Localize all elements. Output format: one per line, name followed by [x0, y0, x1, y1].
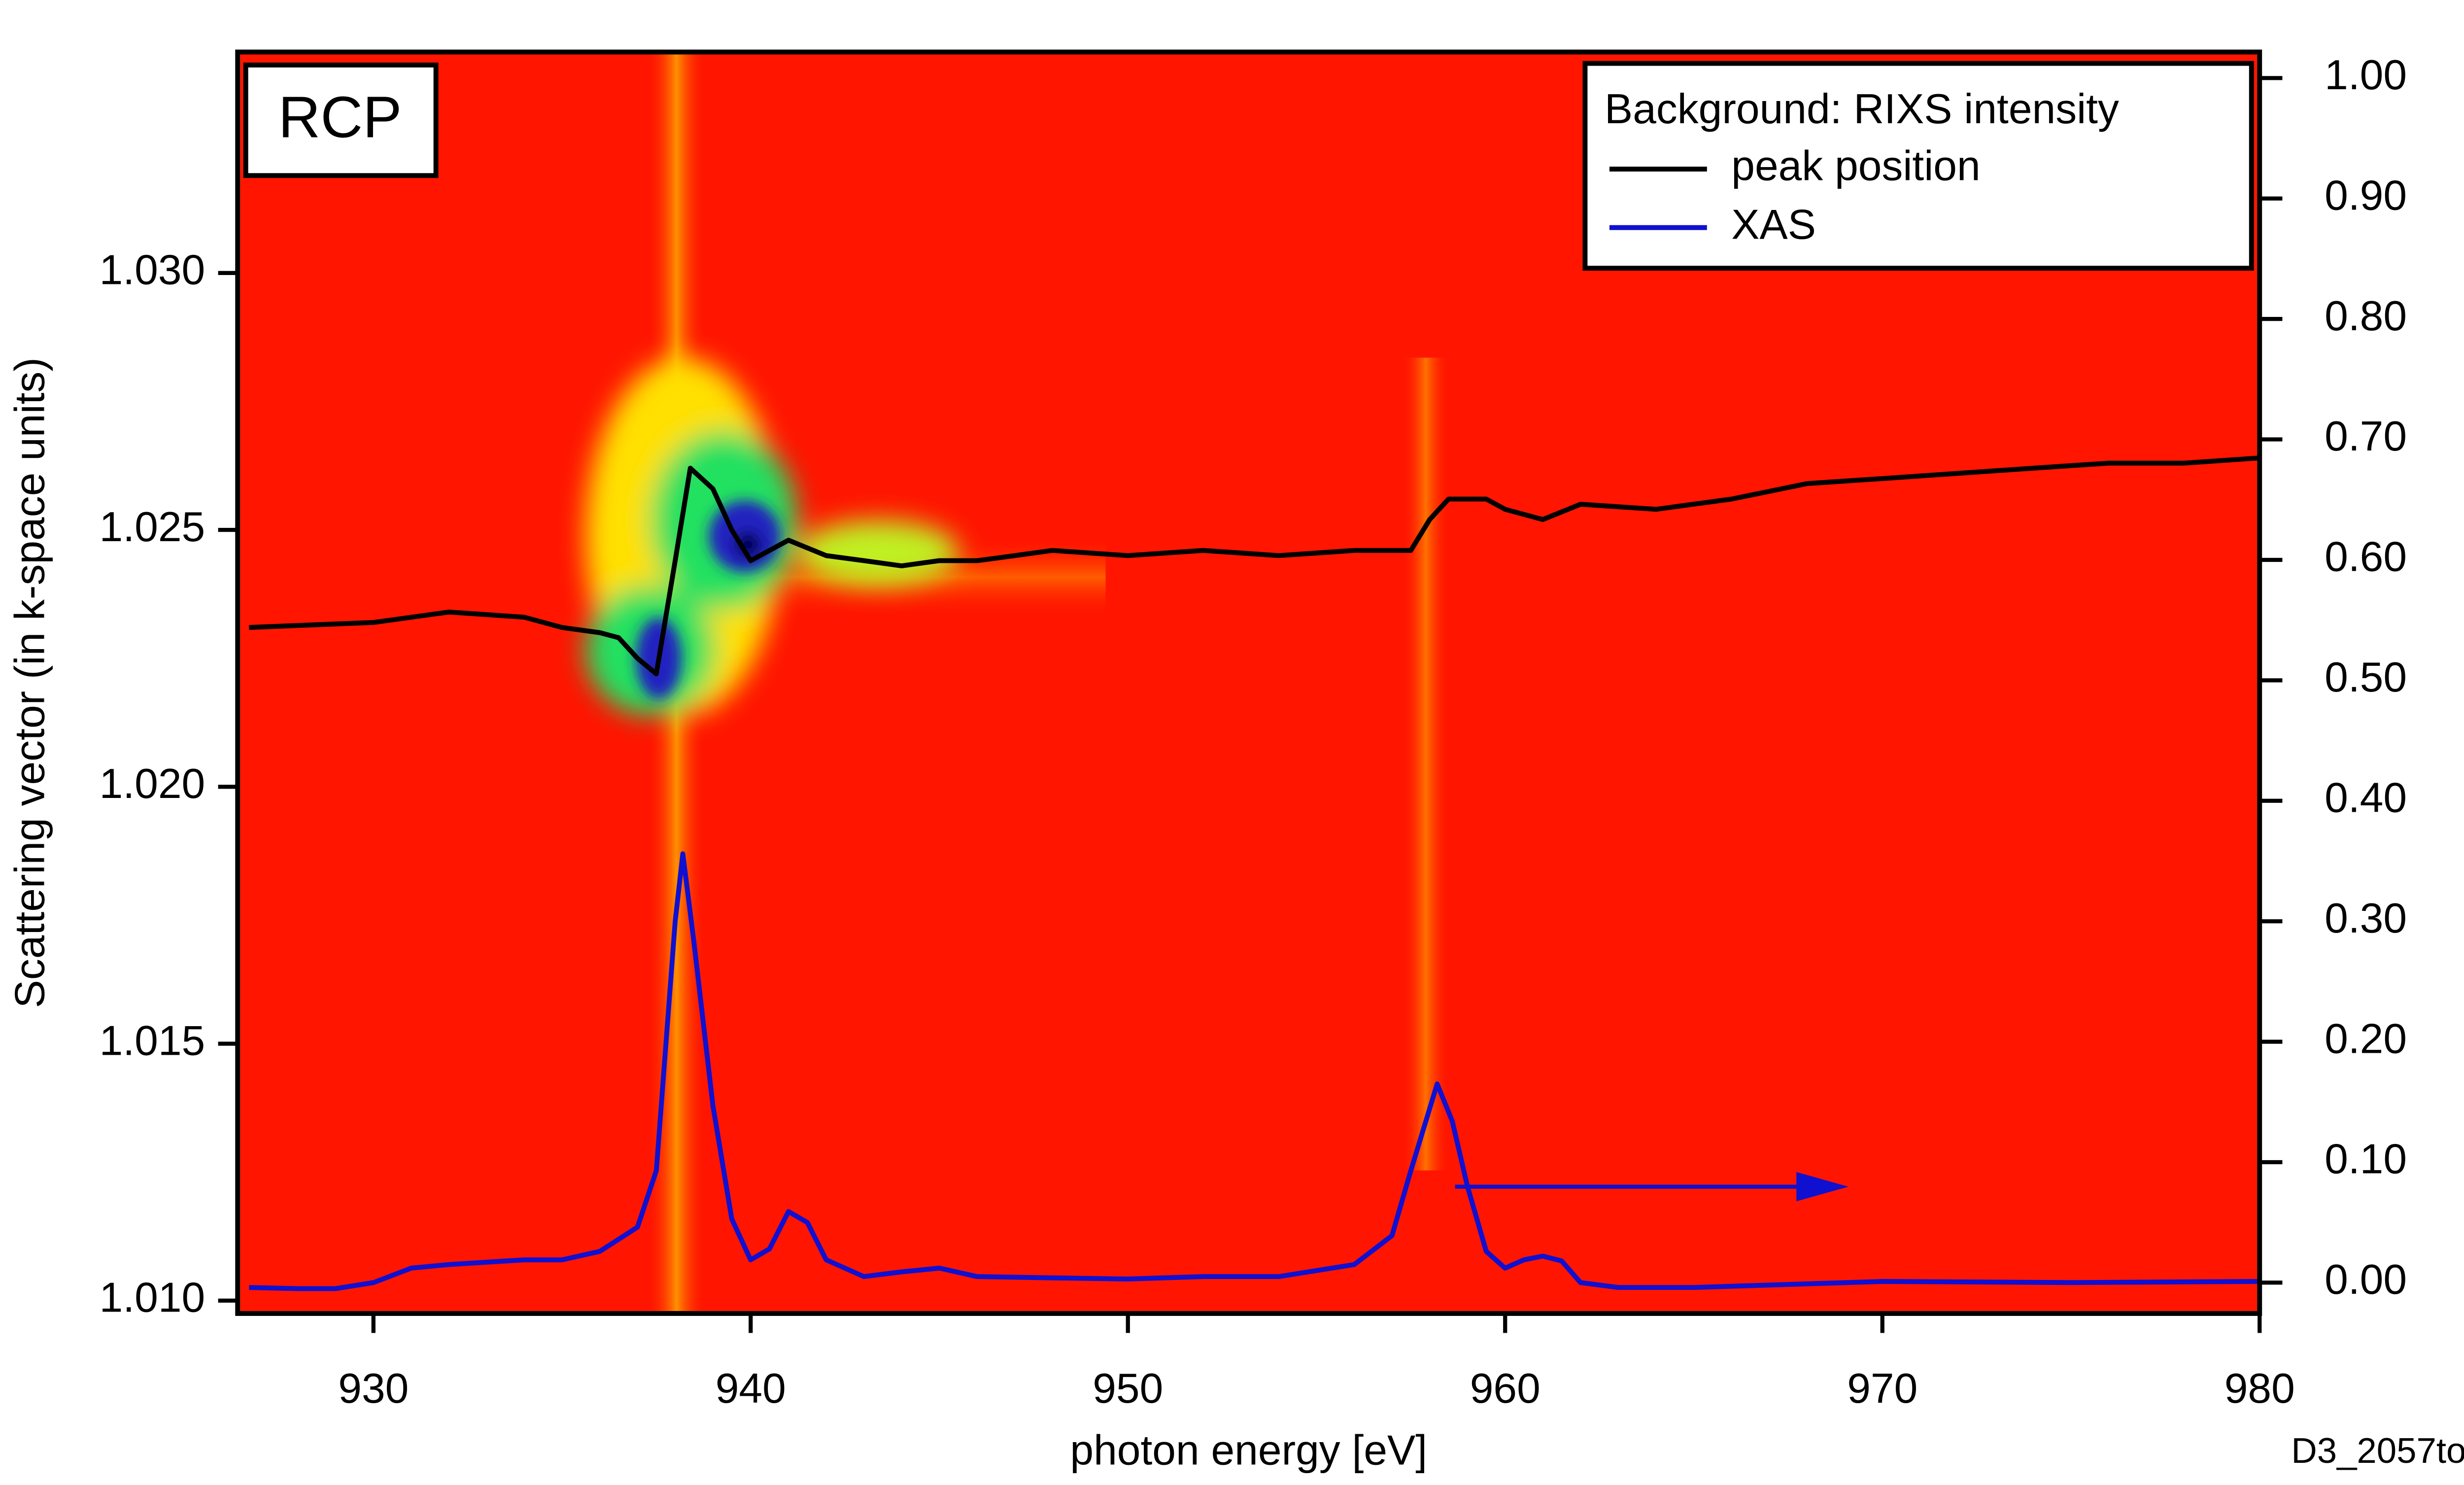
y2-tick-label: 0.20 — [2325, 1015, 2407, 1062]
legend-title: Background: RIXS intensity — [1605, 85, 2119, 133]
annotation-arrow-head — [1796, 1172, 1848, 1202]
plot-marks — [249, 455, 2260, 1291]
y2-tick-label: 0.00 — [2325, 1256, 2407, 1303]
panel-label: RCP — [278, 85, 402, 150]
legend-box — [1582, 61, 2254, 271]
y2-tick-label: 0.90 — [2325, 172, 2407, 219]
y2-tick-label: 0.50 — [2325, 654, 2407, 701]
y-tick-label: 1.025 — [100, 503, 205, 551]
y-tick-label: 1.020 — [100, 760, 205, 807]
y-axis-label: Scattering vector (in k-space units) — [6, 357, 53, 1008]
panel-label-box — [243, 62, 439, 178]
y2-tick-label: 0.70 — [2325, 413, 2407, 460]
legend-label: peak position — [1731, 142, 1980, 190]
y2-tick-label: 0.60 — [2325, 533, 2407, 581]
y2-tick-label: 1.00 — [2325, 51, 2407, 99]
y2-tick-label: 0.10 — [2325, 1136, 2407, 1183]
y-tick-label: 1.010 — [100, 1274, 205, 1321]
series-line — [249, 455, 2260, 677]
footnote: D3_2057to2590 — [2291, 1431, 2464, 1471]
axes-frame — [235, 49, 2262, 1316]
y2-tick-label: 0.80 — [2325, 292, 2407, 340]
x-tick-label: 940 — [716, 1365, 786, 1412]
y2-tick-label: 0.30 — [2325, 895, 2407, 942]
x-tick-label: 950 — [1093, 1365, 1163, 1412]
x-axis-label: photon energy [eV] — [1070, 1426, 1427, 1474]
x-tick-label: 960 — [1470, 1365, 1540, 1412]
x-tick-label: 930 — [338, 1365, 409, 1412]
y2-tick-label: 0.40 — [2325, 774, 2407, 821]
x-tick-label: 970 — [1847, 1365, 1917, 1412]
y-tick-label: 1.015 — [100, 1017, 205, 1064]
x-tick-label: 980 — [2224, 1365, 2295, 1412]
series-line — [249, 851, 2260, 1291]
legend-label: XAS — [1731, 201, 1816, 248]
y-tick-label: 1.030 — [100, 246, 205, 293]
